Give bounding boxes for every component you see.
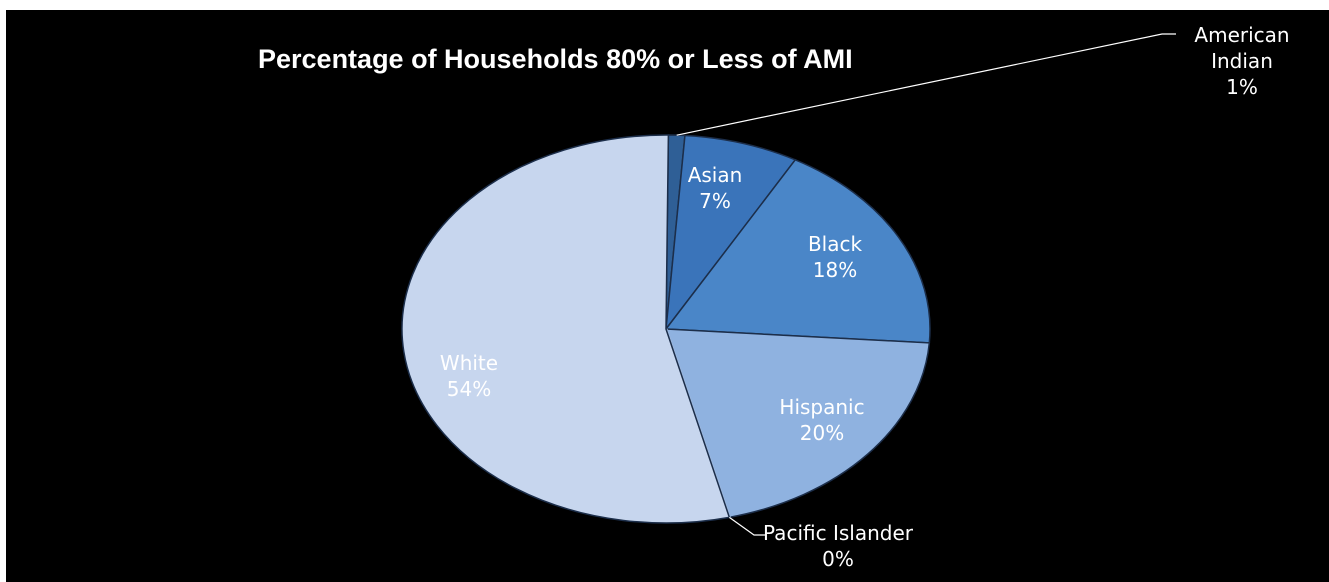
data-label-hispanic: Hispanic 20% — [779, 395, 865, 445]
data-label-white: White 54% — [439, 351, 499, 401]
pie-slice-white — [401, 134, 731, 524]
pie-slice-asian — [664, 134, 797, 332]
data-label-american-indian: American Indian 1% — [1194, 23, 1290, 99]
leader-line-pacific-islander — [729, 516, 766, 536]
pie-slice-black — [664, 158, 931, 344]
pie-svg — [401, 33, 1176, 536]
leader-line-american-indian — [676, 33, 1176, 136]
data-label-asian: Asian 7% — [687, 163, 743, 213]
chart-title: Percentage of Households 80% or Less of … — [258, 44, 853, 74]
data-label-black: Black 18% — [807, 232, 863, 282]
pie-chart: Percentage of Households 80% or Less of … — [6, 10, 1329, 582]
pie-slice-hispanic — [664, 328, 931, 519]
data-label-pacific-islander: Pacific Islander 0% — [763, 521, 913, 571]
